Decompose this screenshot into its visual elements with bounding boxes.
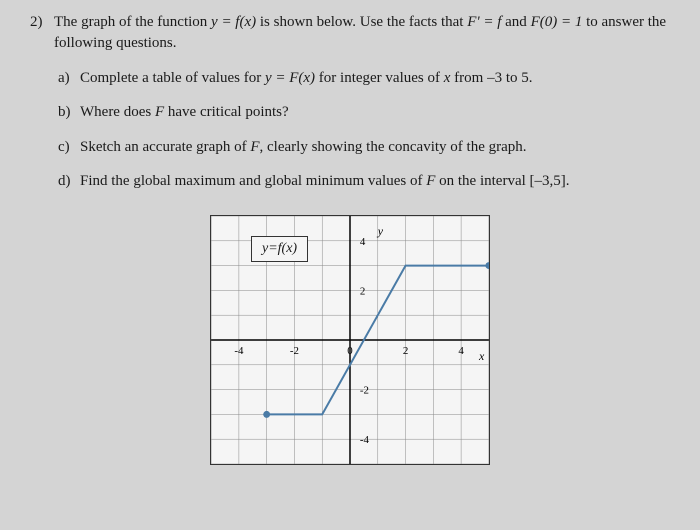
part-a-label: a) — [58, 68, 80, 88]
svg-text:y: y — [377, 224, 384, 238]
svg-text:-2: -2 — [290, 345, 299, 357]
svg-text:-2: -2 — [360, 385, 369, 397]
svg-text:0: 0 — [347, 345, 353, 357]
part-c-text: Sketch an accurate graph of F, clearly s… — [80, 137, 527, 157]
part-a: a) Complete a table of values for y = F(… — [58, 68, 670, 88]
part-d-label: d) — [58, 171, 80, 191]
problem-header: 2) The graph of the function y = f(x) is… — [30, 12, 670, 54]
problem-number: 2) — [30, 12, 54, 33]
svg-text:-4: -4 — [234, 345, 244, 357]
part-d-text: Find the global maximum and global minim… — [80, 171, 570, 191]
svg-text:2: 2 — [403, 345, 408, 357]
part-d: d) Find the global maximum and global mi… — [58, 171, 670, 191]
svg-text:4: 4 — [458, 345, 464, 357]
graph-box: y=f(x) -4-2024-4-224yx — [210, 215, 490, 465]
part-b-label: b) — [58, 102, 80, 122]
part-b-text: Where does F have critical points? — [80, 102, 289, 122]
part-c: c) Sketch an accurate graph of F, clearl… — [58, 137, 670, 157]
svg-text:2: 2 — [360, 285, 365, 297]
graph-container: y=f(x) -4-2024-4-224yx — [30, 215, 670, 465]
part-a-text: Complete a table of values for y = F(x) … — [80, 68, 532, 88]
problem-intro: The graph of the function y = f(x) is sh… — [54, 12, 670, 54]
svg-text:4: 4 — [360, 236, 366, 248]
part-c-label: c) — [58, 137, 80, 157]
part-b: b) Where does F have critical points? — [58, 102, 670, 122]
svg-text:-4: -4 — [360, 434, 370, 446]
function-label: y=f(x) — [251, 236, 308, 262]
svg-text:x: x — [478, 349, 485, 363]
